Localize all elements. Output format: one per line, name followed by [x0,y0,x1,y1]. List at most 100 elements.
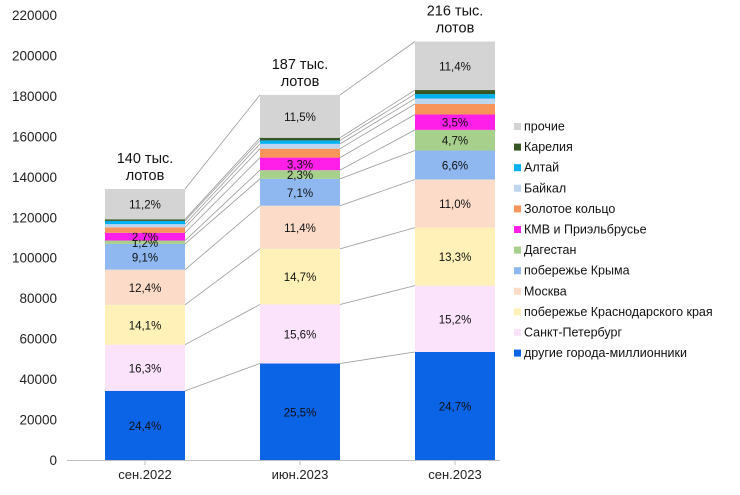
connector-line [339,129,416,171]
bar-segment [260,143,340,149]
data-label: 3,3% [287,159,313,171]
bar-segment [105,243,185,270]
bar-segment [260,363,340,460]
bar-segment [415,351,495,460]
bar-segment [260,157,340,171]
connector-line [184,137,261,220]
connector-line [339,114,416,158]
bar-segment [415,150,495,180]
connector-line [184,143,261,225]
bar-segment [260,94,340,138]
bar-segment [260,137,340,141]
bars: 24,4% 25,5% 24,7% 16,3% 15,6% 15,2% 14,1% 14,7%… [105,41,495,460]
legend-swatch [514,349,521,357]
legend-label: Карелия [524,140,573,154]
bar-segment [260,304,340,364]
data-label: 11,5% [284,112,316,124]
bar-segment [415,179,495,228]
connector-line [184,304,261,346]
data-label: 3,5% [442,118,468,130]
legend-label: Алтай [524,161,559,175]
bar-segment [260,248,340,305]
y-tick-label: 120000 [12,210,57,225]
y-tick-label: 160000 [12,129,57,144]
connector-line [184,363,261,392]
bar-segment [105,304,185,345]
data-label: 2,7% [132,232,158,244]
legend-label: Москва [524,284,567,298]
data-label: 14,7% [284,272,317,284]
bar-segment [415,227,495,286]
data-label: 4,7% [442,136,468,148]
connector-line [339,285,416,305]
connector-line [339,150,416,180]
connector-line [339,41,416,96]
legend-swatch [514,246,521,254]
x-tick-label: сен.2022 [118,467,171,482]
connector-line [184,178,261,245]
legend-label: Санкт-Петербург [524,326,622,340]
legend-label: побережье Крыма [524,264,630,278]
connector-line [339,103,416,150]
connector-line [339,93,416,141]
connector-line [339,227,416,250]
bar-segment [105,232,185,241]
bar-segment [105,227,185,233]
connector-line [184,94,261,190]
data-label: 6,6% [442,160,468,172]
y-tick-label: 80000 [19,291,57,306]
data-label: 11,2% [129,200,161,212]
connector-line [339,351,416,364]
legend-label: другие города-миллионники [524,346,687,360]
data-label: 11,4% [284,223,316,235]
data-label: 9,1% [132,252,158,264]
bar-segment [105,269,185,305]
connector-line [184,148,261,228]
connector-line [184,157,261,234]
connector-line [184,205,261,270]
y-tick-label: 220000 [12,8,57,23]
y-tick-label: 200000 [12,48,57,63]
x-tick-label: сен.2023 [428,467,481,482]
data-label: 14,1% [129,320,162,332]
bar-segment [260,148,340,158]
connector-line [339,179,416,207]
legend-swatch [514,143,521,151]
connector-line [339,89,416,139]
legend-swatch [514,123,521,130]
data-label: 24,4% [129,421,162,433]
y-tick-label: 180000 [12,89,57,104]
bar-segment [260,170,340,179]
legend-swatch [514,287,521,295]
data-label: 25,5% [284,407,317,419]
data-label: 12,4% [129,283,162,295]
connector-lines [184,41,416,392]
x-tick-label: июн.2023 [272,467,329,482]
legend-swatch [514,226,521,233]
data-label: 13,3% [439,252,472,264]
total-label: 140 тыс. лотов [117,151,174,184]
bar-segment [415,41,495,91]
data-label: 15,6% [284,329,317,341]
y-tick-label: 40000 [19,372,57,387]
y-tick-label: 140000 [12,170,57,185]
bar-segment [415,98,495,104]
y-tick-label: 100000 [12,251,57,266]
data-label: 1,2% [132,238,158,250]
bar-segment [260,140,340,144]
connector-line [184,248,261,306]
total-labels: 140 тыс. лотов 187 тыс. лотов 216 тыс. лотов [117,3,484,183]
bar-segment [105,220,185,225]
legend-label: Золотое кольцо [524,202,615,216]
legend-swatch [514,267,521,275]
legend-swatch [514,329,521,336]
bar-segment [105,224,185,228]
connector-line [339,98,416,145]
legend-swatch [514,205,521,213]
bar-segment [105,219,185,221]
data-label: 2,3% [287,170,313,182]
bar-segment [415,114,495,130]
legend-swatch [514,308,521,316]
